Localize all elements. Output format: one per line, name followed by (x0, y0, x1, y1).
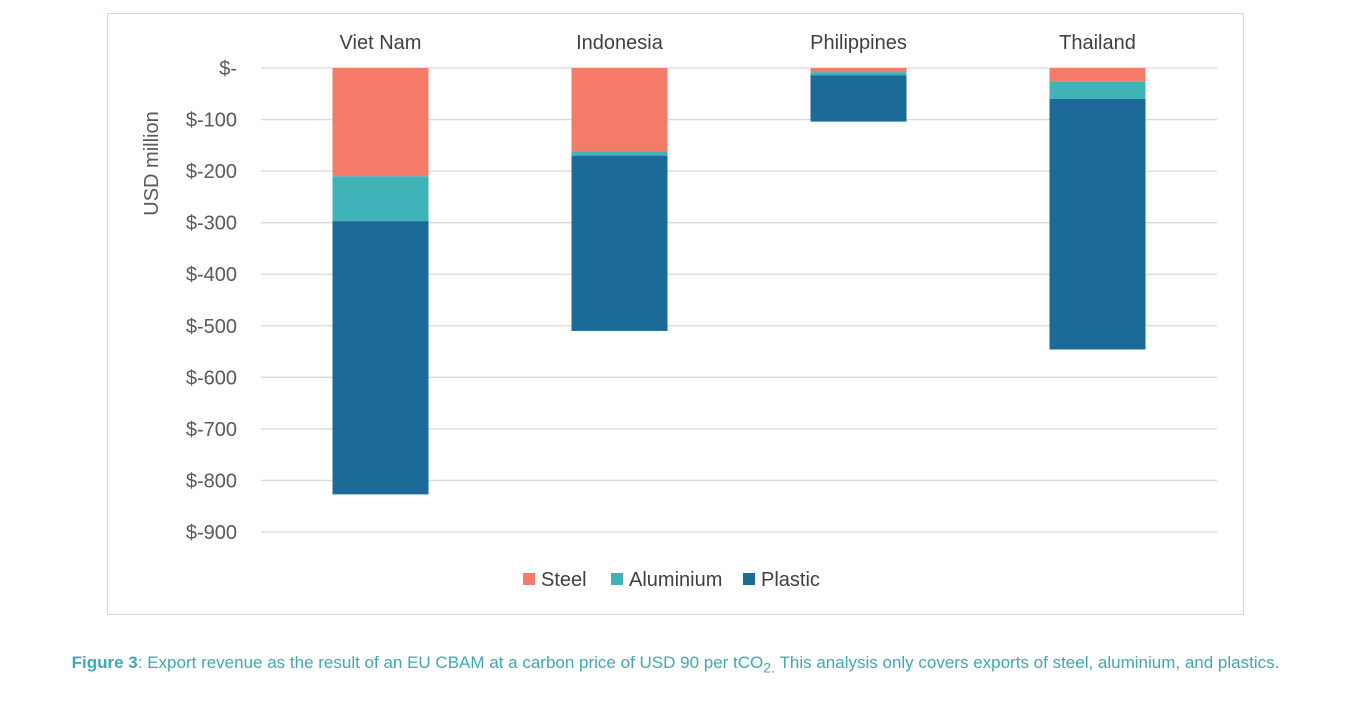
caption-subscript: 2. (763, 660, 776, 677)
bar-plastic-viet-nam (332, 221, 429, 495)
caption-text-part2: This analysis only covers exports of ste… (775, 653, 1280, 672)
bar-aluminium-viet-nam (332, 176, 429, 222)
category-label: Philippines (810, 32, 907, 54)
bar-steel-viet-nam (332, 68, 429, 177)
bar-aluminium-thailand (1049, 81, 1146, 99)
bar-steel-thailand (1049, 68, 1146, 82)
bar-plastic-thailand (1049, 98, 1146, 350)
bar-plastic-indonesia (571, 155, 668, 331)
category-label: Indonesia (576, 32, 664, 54)
y-tick-label: $-200 (186, 161, 237, 183)
y-axis-title: USD million (141, 111, 163, 215)
y-tick-label: $- (219, 58, 237, 80)
bar-steel-philippines (810, 68, 907, 73)
y-tick-label: $-600 (186, 367, 237, 389)
category-label: Viet Nam (340, 32, 422, 54)
legend-label-aluminium: Aluminium (629, 569, 722, 591)
y-tick-label: $-800 (186, 470, 237, 492)
caption-text-part1: : Export revenue as the result of an EU … (137, 653, 764, 672)
y-tick-label: $-300 (186, 213, 237, 235)
y-tick-label: $-500 (186, 316, 237, 338)
bar-aluminium-indonesia (571, 151, 668, 156)
bar-steel-indonesia (571, 68, 668, 152)
stacked-bar-chart: $- $-100 $-200 $-300 $-400 $-500 $-600 $-700 $-8… (141, 32, 1217, 591)
legend-swatch-steel (523, 573, 535, 585)
y-tick-label: $-100 (186, 110, 237, 132)
legend-label-plastic: Plastic (761, 569, 820, 591)
legend-label-steel: Steel (541, 569, 587, 591)
figure-label: Figure 3 (71, 653, 138, 672)
figure-caption: Figure 3: Export revenue as the result o… (0, 648, 1351, 683)
y-tick-label: $-900 (186, 522, 237, 544)
bar-aluminium-philippines (810, 72, 907, 76)
category-label: Thailand (1059, 32, 1136, 54)
bar-plastic-philippines (810, 75, 907, 122)
legend-swatch-aluminium (611, 573, 623, 585)
legend-swatch-plastic (743, 573, 755, 585)
y-tick-label: $-700 (186, 419, 237, 441)
y-tick-label: $-400 (186, 264, 237, 286)
